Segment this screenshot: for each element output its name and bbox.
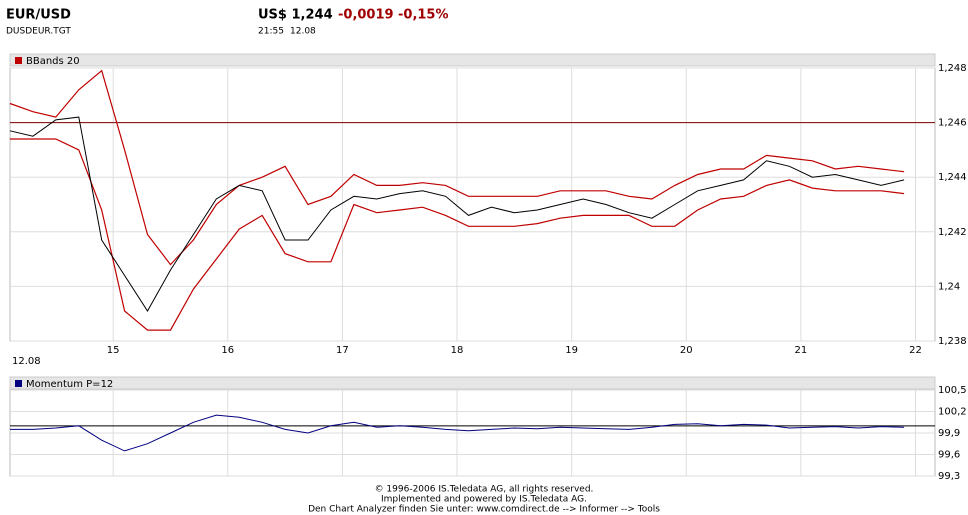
y-tick-label: 100,5 [938, 385, 967, 396]
y-tick-label: 99,3 [938, 471, 960, 482]
plot-area [9, 67, 936, 342]
x-tick-label: 17 [336, 345, 349, 356]
x-tick-label: 22 [909, 345, 922, 356]
footer-line: Implemented and powered by IS.Teledata A… [381, 495, 587, 505]
change-percent: -0,15% [398, 8, 449, 23]
x-tick-label: 21 [795, 345, 808, 356]
legend-bar [9, 376, 936, 390]
footer-line: Den Chart Analyzer finden Sie unter: www… [308, 505, 660, 515]
x-tick-label: 20 [680, 345, 693, 356]
y-tick-label: 99,6 [938, 450, 960, 461]
x-tick-label: 19 [565, 345, 578, 356]
y-tick-label: 1,242 [938, 227, 967, 238]
y-tick-label: 99,9 [938, 428, 960, 439]
series-line [9, 116, 905, 312]
symbol: EUR/USD [6, 8, 71, 23]
legend-swatch [15, 380, 22, 387]
legend-label: Momentum P=12 [26, 379, 113, 390]
x-tick-label: 16 [221, 345, 234, 356]
date: 12.08 [290, 27, 316, 37]
lower-band [10, 138, 905, 331]
y-tick-label: 1,248 [938, 63, 967, 74]
date-label: 12.08 [12, 356, 41, 367]
legend-swatch [15, 57, 22, 64]
change: -0,0019 [338, 8, 394, 23]
time: 21:55 [258, 27, 284, 37]
legend-label: BBands 20 [26, 56, 80, 67]
footer-line: © 1996-2006 IS.Teledata AG, all rights r… [375, 485, 594, 495]
symbol-code: DUSDEUR.TGT [6, 27, 71, 37]
y-tick-label: 100,2 [938, 407, 967, 418]
x-tick-label: 18 [451, 345, 464, 356]
price: US$ 1,244 [258, 8, 333, 23]
upper-band [9, 69, 905, 266]
y-tick-label: 1,238 [938, 336, 967, 347]
legend-bar [9, 53, 936, 67]
x-tick-label: 15 [107, 345, 120, 356]
series-line [10, 414, 905, 452]
y-tick-label: 1,246 [938, 118, 967, 129]
y-tick-label: 1,24 [938, 281, 960, 292]
y-tick-label: 1,244 [938, 172, 967, 183]
